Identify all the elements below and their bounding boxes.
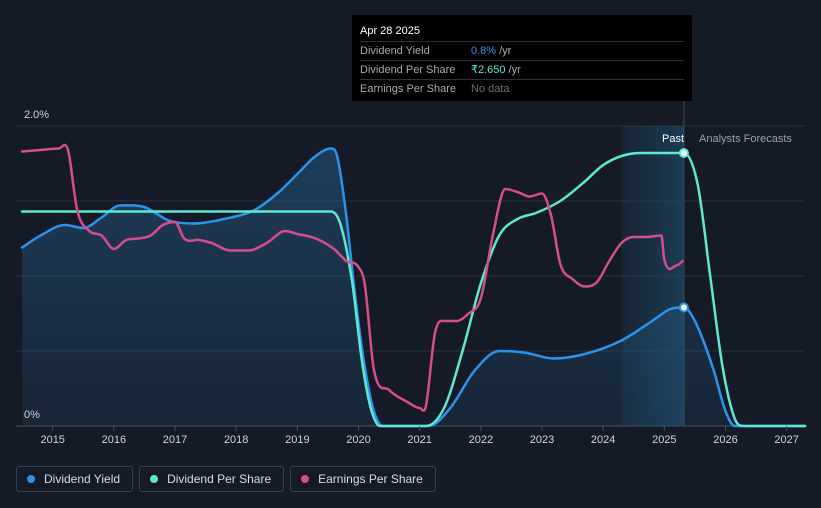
series-lines [20, 143, 807, 428]
legend-label: Dividend Yield [44, 472, 121, 486]
legend-dot-icon [27, 475, 35, 483]
dividend-per-share-line [20, 151, 807, 428]
legend-label: Dividend Per Share [167, 472, 272, 486]
past-forecast-marker: Past Analysts Forecasts [662, 133, 792, 145]
x-tick-label: 2015 [40, 434, 64, 446]
x-tick-label: 2017 [163, 434, 187, 446]
tooltip-row-dividend-per-share: Dividend Per Share ₹2.650 /yr [360, 60, 684, 79]
past-label: Past [662, 133, 684, 145]
tooltip-date: Apr 28 2025 [360, 25, 420, 37]
dividend-yield-area [22, 148, 806, 426]
legend-label: Earnings Per Share [318, 472, 423, 486]
x-tick-label: 2026 [713, 434, 737, 446]
tooltip-label: Earnings Per Share [360, 83, 456, 95]
highlight-point [678, 302, 689, 313]
legend-dot-icon [150, 475, 159, 483]
x-axis: 2015 2016 2017 2018 2019 2020 2021 2022 2023 2024… [40, 426, 799, 446]
dividend-yield-line [20, 147, 807, 428]
legend-dividend-yield[interactable]: Dividend Yield [16, 466, 134, 492]
forecast-label: Analysts Forecasts [699, 133, 792, 145]
x-tick-label: 2020 [346, 434, 370, 446]
tooltip-row-dividend-yield: Dividend Yield 0.8% /yr [360, 41, 684, 60]
x-tick-label: 2018 [224, 434, 248, 446]
earnings-per-share-line [20, 143, 684, 412]
y-tick-label: 2.0% [24, 109, 49, 121]
tooltip-value: ₹2.650 [471, 64, 506, 76]
x-tick-label: 2016 [102, 434, 126, 446]
x-tick-label: 2027 [774, 434, 798, 446]
tooltip-value: No data [471, 83, 510, 95]
tooltip-value: 0.8% [471, 45, 497, 57]
x-tick-label: 2025 [652, 434, 676, 446]
y-axis: 0% 2.0% [24, 109, 49, 421]
x-tick-label: 2024 [591, 434, 615, 446]
tooltip-row-earnings-per-share: Earnings Per Share No data [360, 79, 684, 98]
tooltip-label: Dividend Yield [360, 45, 430, 57]
legend: Dividend Yield Dividend Per Share Earnin… [16, 466, 436, 492]
x-tick-label: 2022 [469, 434, 493, 446]
x-tick-label: 2019 [285, 434, 309, 446]
tooltip-label: Dividend Per Share [360, 64, 456, 76]
legend-dividend-per-share[interactable]: Dividend Per Share [139, 466, 285, 492]
highlight-points [678, 148, 689, 313]
x-tick-label: 2023 [530, 434, 554, 446]
y-tick-label: 0% [24, 409, 40, 421]
legend-earnings-per-share[interactable]: Earnings Per Share [290, 466, 436, 492]
highlight-point [678, 148, 689, 158]
tooltip-unit: /yr [499, 45, 512, 57]
x-tick-label: 2021 [407, 434, 431, 446]
legend-dot-icon [301, 475, 310, 483]
tooltip: Apr 28 2025 Dividend Yield 0.8% /yr Divi… [352, 15, 692, 101]
tooltip-unit: /yr [508, 64, 521, 76]
